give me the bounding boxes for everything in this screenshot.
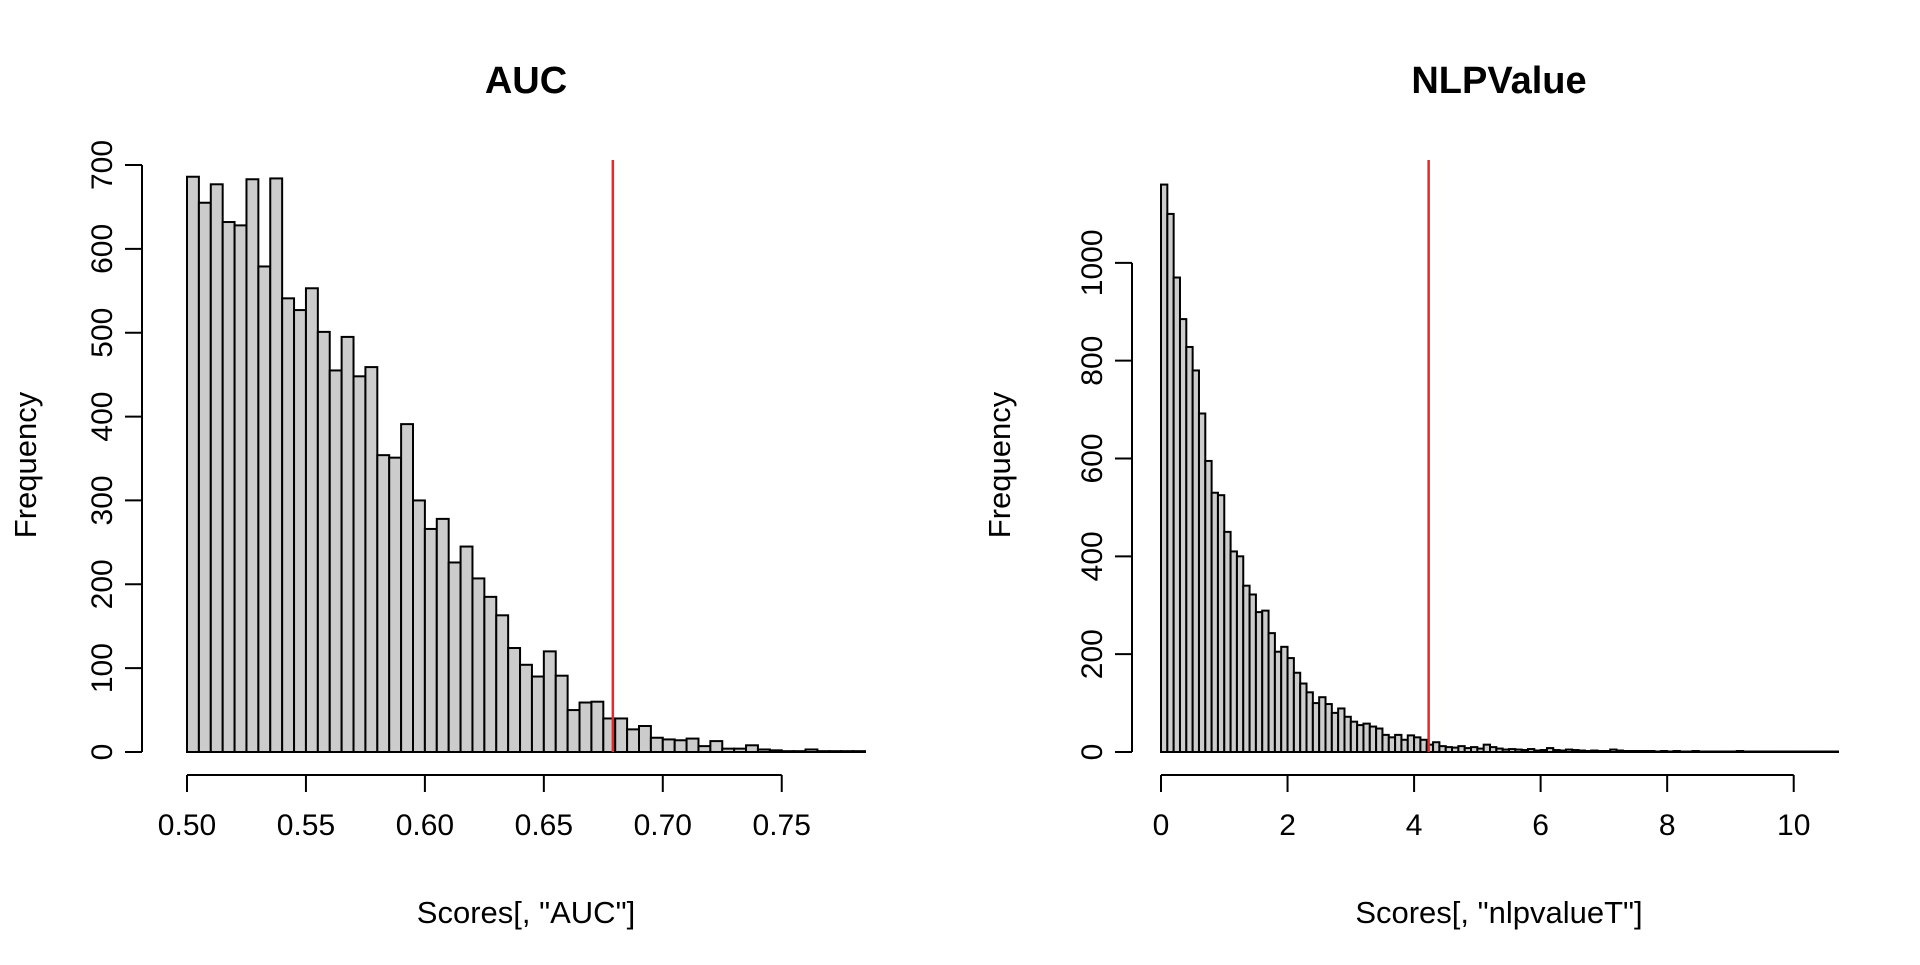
- nlpvalue-y-tick-label: 1000: [1076, 229, 1109, 296]
- auc-bar: [663, 739, 675, 752]
- auc-bar: [413, 500, 425, 752]
- auc-bar: [532, 677, 544, 752]
- auc-bar: [794, 751, 806, 752]
- auc-bar: [365, 367, 377, 752]
- auc-y-tick-label: 400: [86, 392, 119, 442]
- nlpvalue-y-axis: 0 200 400 600 800 1000: [1076, 229, 1132, 760]
- nlpvalue-chart-title: NLPValue: [1411, 60, 1586, 102]
- auc-bar: [746, 745, 758, 752]
- auc-bar: [615, 718, 627, 752]
- auc-bar: [770, 750, 782, 752]
- auc-bar: [449, 562, 461, 752]
- auc-y-tick-label: 300: [86, 475, 119, 525]
- nlpvalue-x-tick-label: 0: [1153, 809, 1170, 842]
- auc-bar: [544, 651, 556, 752]
- auc-x-axis-title: Scores[, "AUC"]: [417, 895, 635, 930]
- auc-bar: [282, 298, 294, 752]
- auc-bar: [829, 751, 841, 752]
- auc-bar: [270, 178, 282, 752]
- nlpvalue-y-tick-label: 600: [1076, 433, 1109, 483]
- auc-bar: [591, 702, 603, 752]
- auc-bar: [817, 751, 829, 752]
- auc-bar: [437, 519, 449, 752]
- auc-bar: [258, 266, 270, 752]
- auc-bar: [354, 376, 366, 752]
- auc-bar: [841, 751, 853, 752]
- auc-x-tick-label: 0.55: [277, 809, 335, 842]
- auc-bar: [318, 332, 330, 752]
- auc-bar: [782, 751, 794, 752]
- auc-bar: [853, 751, 865, 752]
- auc-bar: [246, 179, 258, 752]
- auc-bar: [401, 424, 413, 752]
- auc-bar: [698, 746, 710, 752]
- auc-bar: [425, 529, 437, 752]
- auc-bar: [722, 749, 734, 752]
- auc-bar: [199, 203, 211, 752]
- auc-x-tick-label: 0.75: [753, 809, 811, 842]
- auc-bar: [306, 288, 318, 752]
- nlpvalue-y-tick-label: 400: [1076, 531, 1109, 581]
- auc-bar: [235, 225, 247, 752]
- auc-bar: [806, 749, 818, 752]
- nlpvalue-y-axis-title: Frequency: [982, 391, 1017, 538]
- nlpvalue-y-tick-label: 200: [1076, 629, 1109, 679]
- nlpvalue-x-axis: 0 2 4 6 8 10: [1153, 775, 1811, 842]
- auc-bar: [377, 455, 389, 752]
- nlpvalue-x-tick-label: 8: [1659, 809, 1676, 842]
- auc-x-tick-label: 0.70: [634, 809, 692, 842]
- auc-bar: [710, 741, 722, 752]
- auc-bar: [675, 740, 687, 752]
- nlpvalue-y-tick-label: 800: [1076, 336, 1109, 386]
- auc-x-tick-label: 0.60: [396, 809, 454, 842]
- auc-bar: [734, 749, 746, 752]
- auc-bar: [758, 749, 770, 752]
- auc-bar: [330, 370, 342, 752]
- auc-y-axis-title: Frequency: [8, 391, 43, 538]
- auc-bar: [520, 665, 532, 752]
- auc-bar: [568, 710, 580, 752]
- auc-bar: [580, 703, 592, 752]
- auc-bar: [223, 222, 235, 752]
- nlpvalue-histogram-panel: NLPValue Scores[, "nlpvalueT"] Frequency…: [982, 60, 1838, 930]
- auc-bar: [294, 310, 306, 752]
- auc-bar: [639, 726, 651, 752]
- auc-bar: [472, 578, 484, 752]
- nlpvalue-x-tick-label: 10: [1777, 809, 1810, 842]
- nlpvalue-x-axis-title: Scores[, "nlpvalueT"]: [1355, 895, 1642, 930]
- auc-y-tick-label: 0: [86, 744, 119, 761]
- auc-y-tick-label: 500: [86, 308, 119, 358]
- auc-x-tick-label: 0.65: [515, 809, 573, 842]
- nlpvalue-x-tick-label: 2: [1279, 809, 1296, 842]
- auc-x-tick-label: 0.50: [158, 809, 216, 842]
- auc-bar: [651, 738, 663, 752]
- auc-y-tick-label: 600: [86, 224, 119, 274]
- auc-x-axis: 0.50 0.55 0.60 0.65 0.70 0.75: [158, 775, 811, 842]
- nlpvalue-x-tick-label: 6: [1532, 809, 1549, 842]
- auc-bar: [484, 597, 496, 752]
- auc-bar: [627, 729, 639, 752]
- nlpvalue-x-tick-label: 4: [1406, 809, 1423, 842]
- auc-y-axis: 0 100 200 300 400 500 600 700: [86, 140, 142, 760]
- auc-bar: [187, 177, 199, 752]
- auc-bar: [389, 458, 401, 752]
- auc-bar: [496, 615, 508, 752]
- auc-y-tick-label: 700: [86, 140, 119, 190]
- nlpvalue-y-tick-label: 0: [1076, 744, 1109, 761]
- auc-y-tick-label: 100: [86, 643, 119, 693]
- auc-bar: [211, 184, 223, 752]
- auc-y-tick-label: 200: [86, 559, 119, 609]
- auc-bar: [508, 648, 520, 752]
- auc-bar: [461, 547, 473, 752]
- auc-bar: [687, 739, 699, 752]
- auc-bar: [342, 337, 354, 752]
- auc-bar: [556, 676, 568, 752]
- nlpvalue-bars: [1161, 185, 1838, 752]
- auc-bars: [187, 177, 865, 752]
- auc-chart-title: AUC: [485, 60, 567, 102]
